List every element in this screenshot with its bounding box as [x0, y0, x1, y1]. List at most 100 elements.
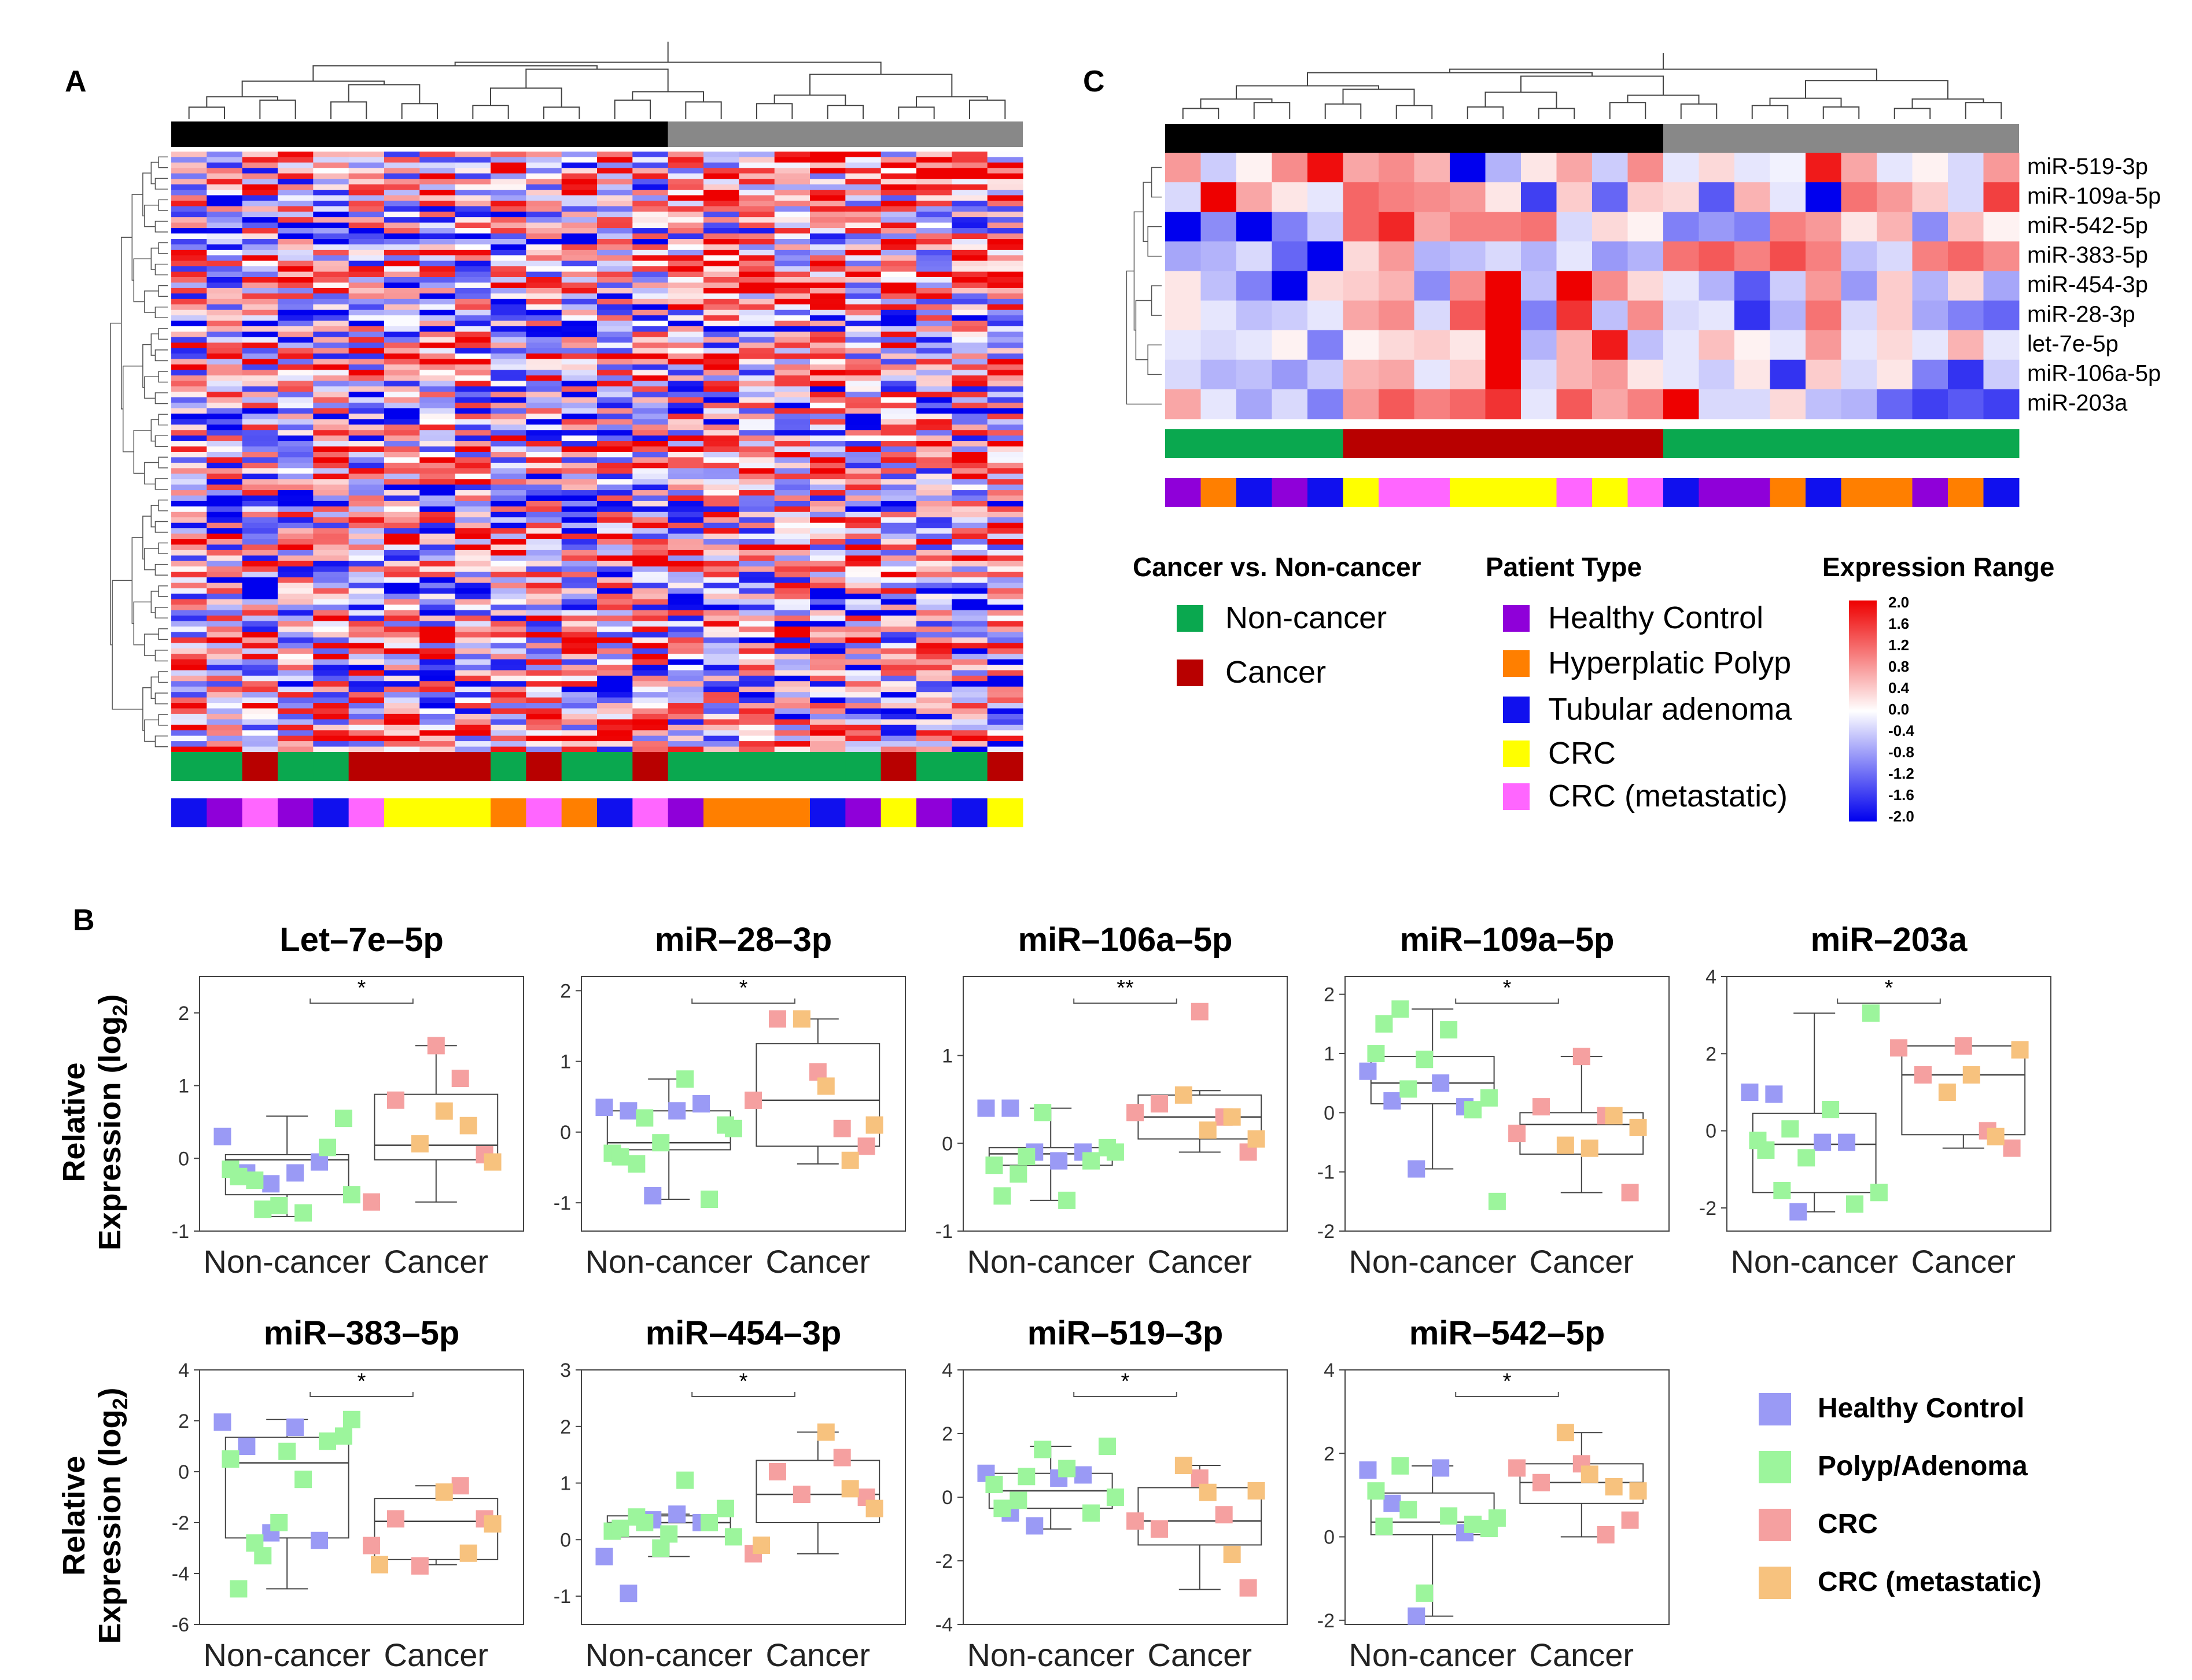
heat-cell-a — [419, 337, 456, 343]
heat-cell-a — [881, 244, 917, 250]
heat-cell-a — [242, 299, 278, 305]
heat-cell-a — [313, 381, 349, 387]
heat-cell-a — [242, 457, 278, 463]
heat-cell-a — [916, 403, 952, 409]
heat-cell-a — [348, 708, 385, 714]
heat-cell-a — [348, 517, 385, 524]
heat-cell-a — [526, 184, 562, 190]
heat-cell-a — [455, 550, 491, 556]
data-point — [1773, 1182, 1791, 1199]
heat-cell-a — [419, 659, 456, 665]
heat-cell-a — [491, 719, 526, 725]
heat-cell-a — [739, 500, 775, 507]
heat-cell-a — [348, 648, 385, 654]
plot-frame — [963, 976, 1288, 1232]
heat-cell-a — [348, 392, 385, 398]
heat-cell-a — [739, 217, 775, 223]
heat-cell-a — [207, 719, 243, 725]
heat-cell-a — [774, 594, 811, 600]
boxplots-b: Relative Expression (log2)Relative Express… — [57, 921, 2051, 1673]
heat-cell-a — [632, 517, 669, 524]
heat-cell-a — [419, 627, 456, 632]
heat-cell-a — [491, 320, 526, 327]
heat-cell-a — [632, 708, 669, 714]
heat-cell-a — [313, 605, 349, 611]
heat-cell-c — [1912, 271, 1948, 301]
heat-cell-a — [526, 353, 562, 360]
heat-cell-a — [952, 304, 988, 311]
significance-bracket — [310, 999, 414, 1004]
legend-b-swatch-healthy — [1759, 1393, 1791, 1425]
heat-cell-a — [987, 713, 1023, 720]
data-point — [294, 1471, 312, 1489]
heat-cell-a — [278, 572, 314, 578]
range-tick-0: 2.0 — [1888, 594, 1909, 611]
heat-cell-a — [987, 533, 1023, 540]
dendrogram-branch — [154, 607, 168, 619]
heat-cell-a — [313, 282, 349, 289]
heat-cell-a — [774, 304, 811, 311]
heat-cell-a — [242, 168, 278, 174]
heat-cell-a — [313, 473, 349, 480]
heat-cell-a — [348, 594, 385, 600]
heat-cell-a — [916, 441, 952, 447]
heat-cell-c — [1485, 241, 1521, 271]
legend-swatch-polyp — [1503, 650, 1530, 677]
heat-cell-a — [561, 654, 598, 660]
heat-cell-a — [845, 413, 882, 419]
x-tick-label: Cancer — [1911, 1243, 2016, 1280]
heat-cell-a — [207, 239, 243, 245]
heat-cell-a — [419, 479, 456, 485]
heat-cell-a — [703, 413, 739, 419]
heat-cell-a — [526, 419, 562, 425]
heat-cell-a — [491, 408, 526, 414]
heat-cell-a — [455, 490, 491, 496]
heat-cell-a — [207, 408, 243, 414]
heat-cell-a — [491, 266, 526, 272]
heat-cell-a — [242, 430, 278, 436]
heat-cell-a — [278, 544, 314, 551]
heat-cell-a — [207, 326, 243, 332]
status-cell-c-17 — [1770, 429, 1806, 458]
legend-cancer-title: Cancer vs. Non-cancer — [1133, 552, 1421, 582]
heat-cell-a — [455, 692, 491, 698]
heat-cell-a — [455, 539, 491, 545]
heat-cell-a — [881, 632, 917, 638]
heat-cell-a — [845, 419, 882, 425]
heat-cell-c — [1272, 153, 1308, 183]
heat-cell-a — [207, 670, 243, 676]
heat-cell-a — [313, 397, 349, 403]
heat-cell-a — [881, 239, 917, 245]
heat-cell-c — [1627, 330, 1664, 360]
heat-cell-a — [348, 500, 385, 507]
heat-cell-a — [348, 277, 385, 283]
heat-cell-c — [1379, 212, 1414, 242]
heat-cell-a — [845, 249, 882, 256]
heat-cell-a — [419, 746, 456, 753]
heat-cell-a — [171, 408, 207, 414]
heat-cell-a — [597, 244, 633, 250]
heat-cell-a — [242, 746, 278, 753]
heat-cell-a — [845, 211, 882, 218]
heat-cell-a — [845, 637, 882, 643]
heat-cell-a — [703, 539, 739, 545]
heat-cell-a — [774, 179, 811, 185]
heat-cell-a — [881, 479, 917, 485]
heat-cell-c — [1806, 212, 1841, 242]
heat-cell-a — [774, 643, 811, 649]
heat-cell-a — [455, 572, 491, 578]
heat-cell-a — [810, 403, 846, 409]
data-point — [1074, 1466, 1092, 1484]
heat-cell-a — [455, 299, 491, 305]
heat-cell-a — [491, 370, 526, 376]
heat-cell-a — [313, 244, 349, 250]
heat-cell-a — [455, 484, 491, 491]
heat-cell-a — [207, 511, 243, 518]
heat-cell-a — [207, 490, 243, 496]
heat-cell-a — [171, 179, 207, 185]
heat-cell-a — [668, 703, 704, 709]
heat-cell-a — [952, 370, 988, 376]
heat-cell-a — [171, 403, 207, 409]
significance-label: ** — [1117, 976, 1134, 1000]
